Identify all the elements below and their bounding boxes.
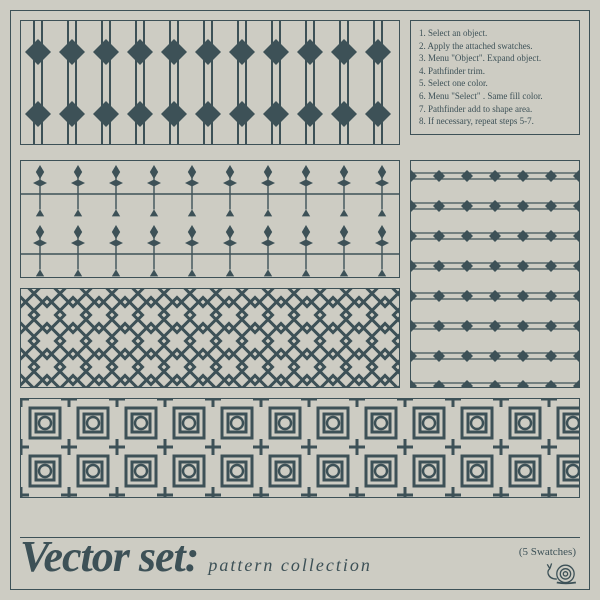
swatch-1-vertical-diamonds [20, 20, 400, 145]
snail-icon [544, 560, 580, 586]
instruction-item: 8. If necessary, repeat steps 5-7. [419, 115, 571, 128]
swatch-3-diagonal-weave [20, 288, 400, 388]
swatch-2-fleur-lattice [20, 160, 400, 278]
pattern-svg-3 [21, 289, 399, 387]
instruction-item: 5. Select one color. [419, 77, 571, 90]
pattern-svg-5 [21, 399, 579, 497]
instructions-panel: 1. Select an object.2. Apply the attache… [410, 20, 580, 135]
instructions-list: 1. Select an object.2. Apply the attache… [419, 27, 571, 128]
pattern-svg-1 [21, 21, 399, 144]
pattern-svg-4 [411, 161, 579, 387]
swatch-5-squares-circles [20, 398, 580, 498]
instruction-item: 2. Apply the attached swatches. [419, 40, 571, 53]
swatch-4-horizontal-diamonds [410, 160, 580, 388]
instruction-item: 4. Pathfinder trim. [419, 65, 571, 78]
title-sub: pattern collection [208, 555, 371, 576]
pattern-svg-2 [21, 161, 399, 277]
title-bar: Vector set: pattern collection [20, 531, 580, 582]
instruction-item: 1. Select an object. [419, 27, 571, 40]
title-main: Vector set: [20, 531, 198, 582]
footnote: (5 Swatches) [519, 546, 576, 558]
instruction-item: 3. Menu "Object". Expand object. [419, 52, 571, 65]
instruction-item: 6. Menu "Select" . Same fill color. [419, 90, 571, 103]
instruction-item: 7. Pathfinder add to shape area. [419, 103, 571, 116]
